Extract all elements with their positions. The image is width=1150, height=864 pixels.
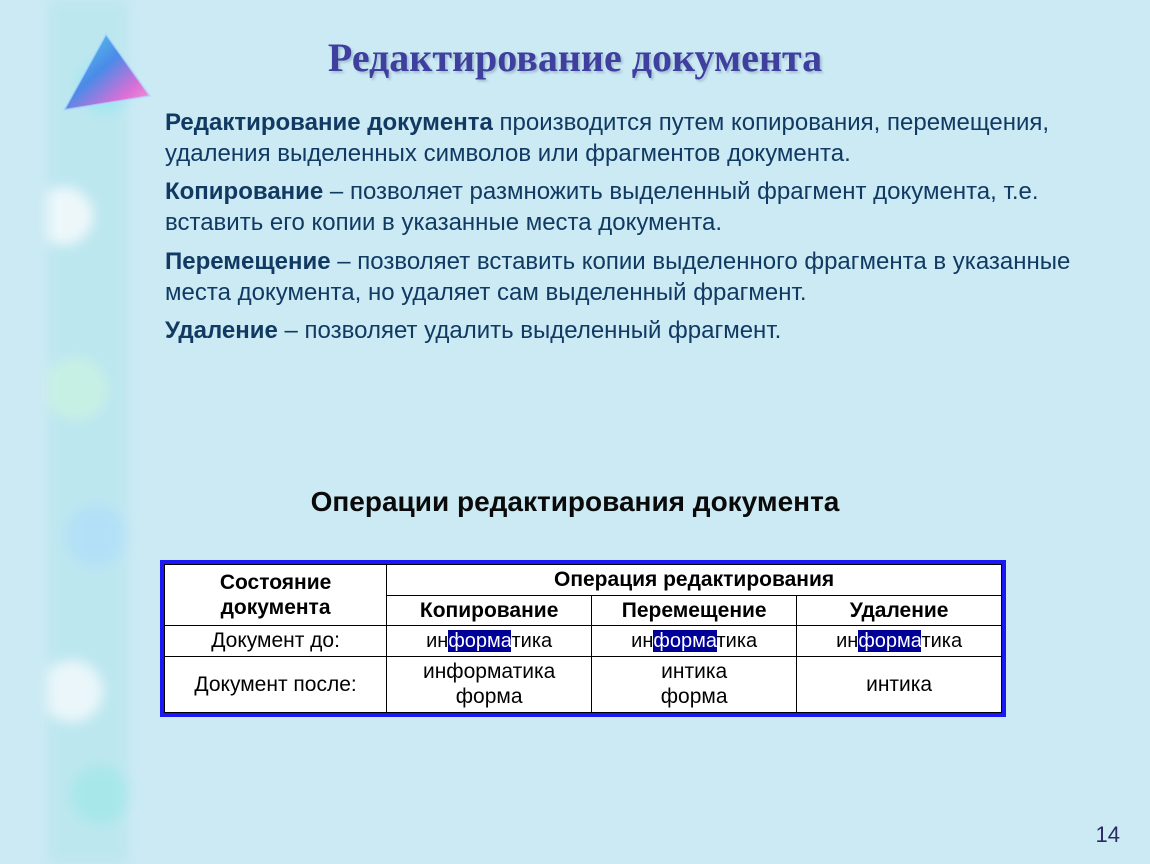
cell-after-copy: информатика форма <box>387 656 592 712</box>
term-copy: Копирование <box>165 178 323 205</box>
operations-table: Состояние документа Операция редактирова… <box>160 560 1006 717</box>
header-delete: Удаление <box>797 595 1002 626</box>
table-row-after: Документ после: информатика форма интика… <box>165 656 1002 712</box>
slide-body: Редактирование документа производится пу… <box>165 108 1085 355</box>
cell-before-delete: информатика <box>797 626 1002 657</box>
cell-before-copy: информатика <box>387 626 592 657</box>
cell-after-delete: интика <box>797 656 1002 712</box>
paragraph-copy: Копирование – позволяет размножить выдел… <box>165 177 1085 238</box>
cell-before-move: информатика <box>592 626 797 657</box>
cell-state-after: Документ после: <box>165 656 387 712</box>
table-title: Операции редактирования документа <box>0 486 1150 518</box>
table-header-row-1: Состояние документа Операция редактирова… <box>165 565 1002 596</box>
header-state: Состояние документа <box>165 565 387 626</box>
header-operation: Операция редактирования <box>387 565 1002 596</box>
term-edit: Редактирование документа <box>165 109 493 136</box>
paragraph-delete: Удаление – позволяет удалить выделенный … <box>165 316 1085 347</box>
term-move: Перемещение <box>165 248 331 275</box>
def-delete: – позволяет удалить выделенный фрагмент. <box>278 317 781 344</box>
paragraph-move: Перемещение – позволяет вставить копии в… <box>165 247 1085 308</box>
table-row-before: Документ до: информатика информатика инф… <box>165 626 1002 657</box>
header-copy: Копирование <box>387 595 592 626</box>
paragraph-edit: Редактирование документа производится пу… <box>165 108 1085 169</box>
decorative-strip <box>48 0 128 864</box>
page-number: 14 <box>1096 822 1120 848</box>
term-delete: Удаление <box>165 317 278 344</box>
cell-after-move: интика форма <box>592 656 797 712</box>
cell-state-before: Документ до: <box>165 626 387 657</box>
header-move: Перемещение <box>592 595 797 626</box>
slide-title: Редактирование документа <box>0 34 1150 81</box>
